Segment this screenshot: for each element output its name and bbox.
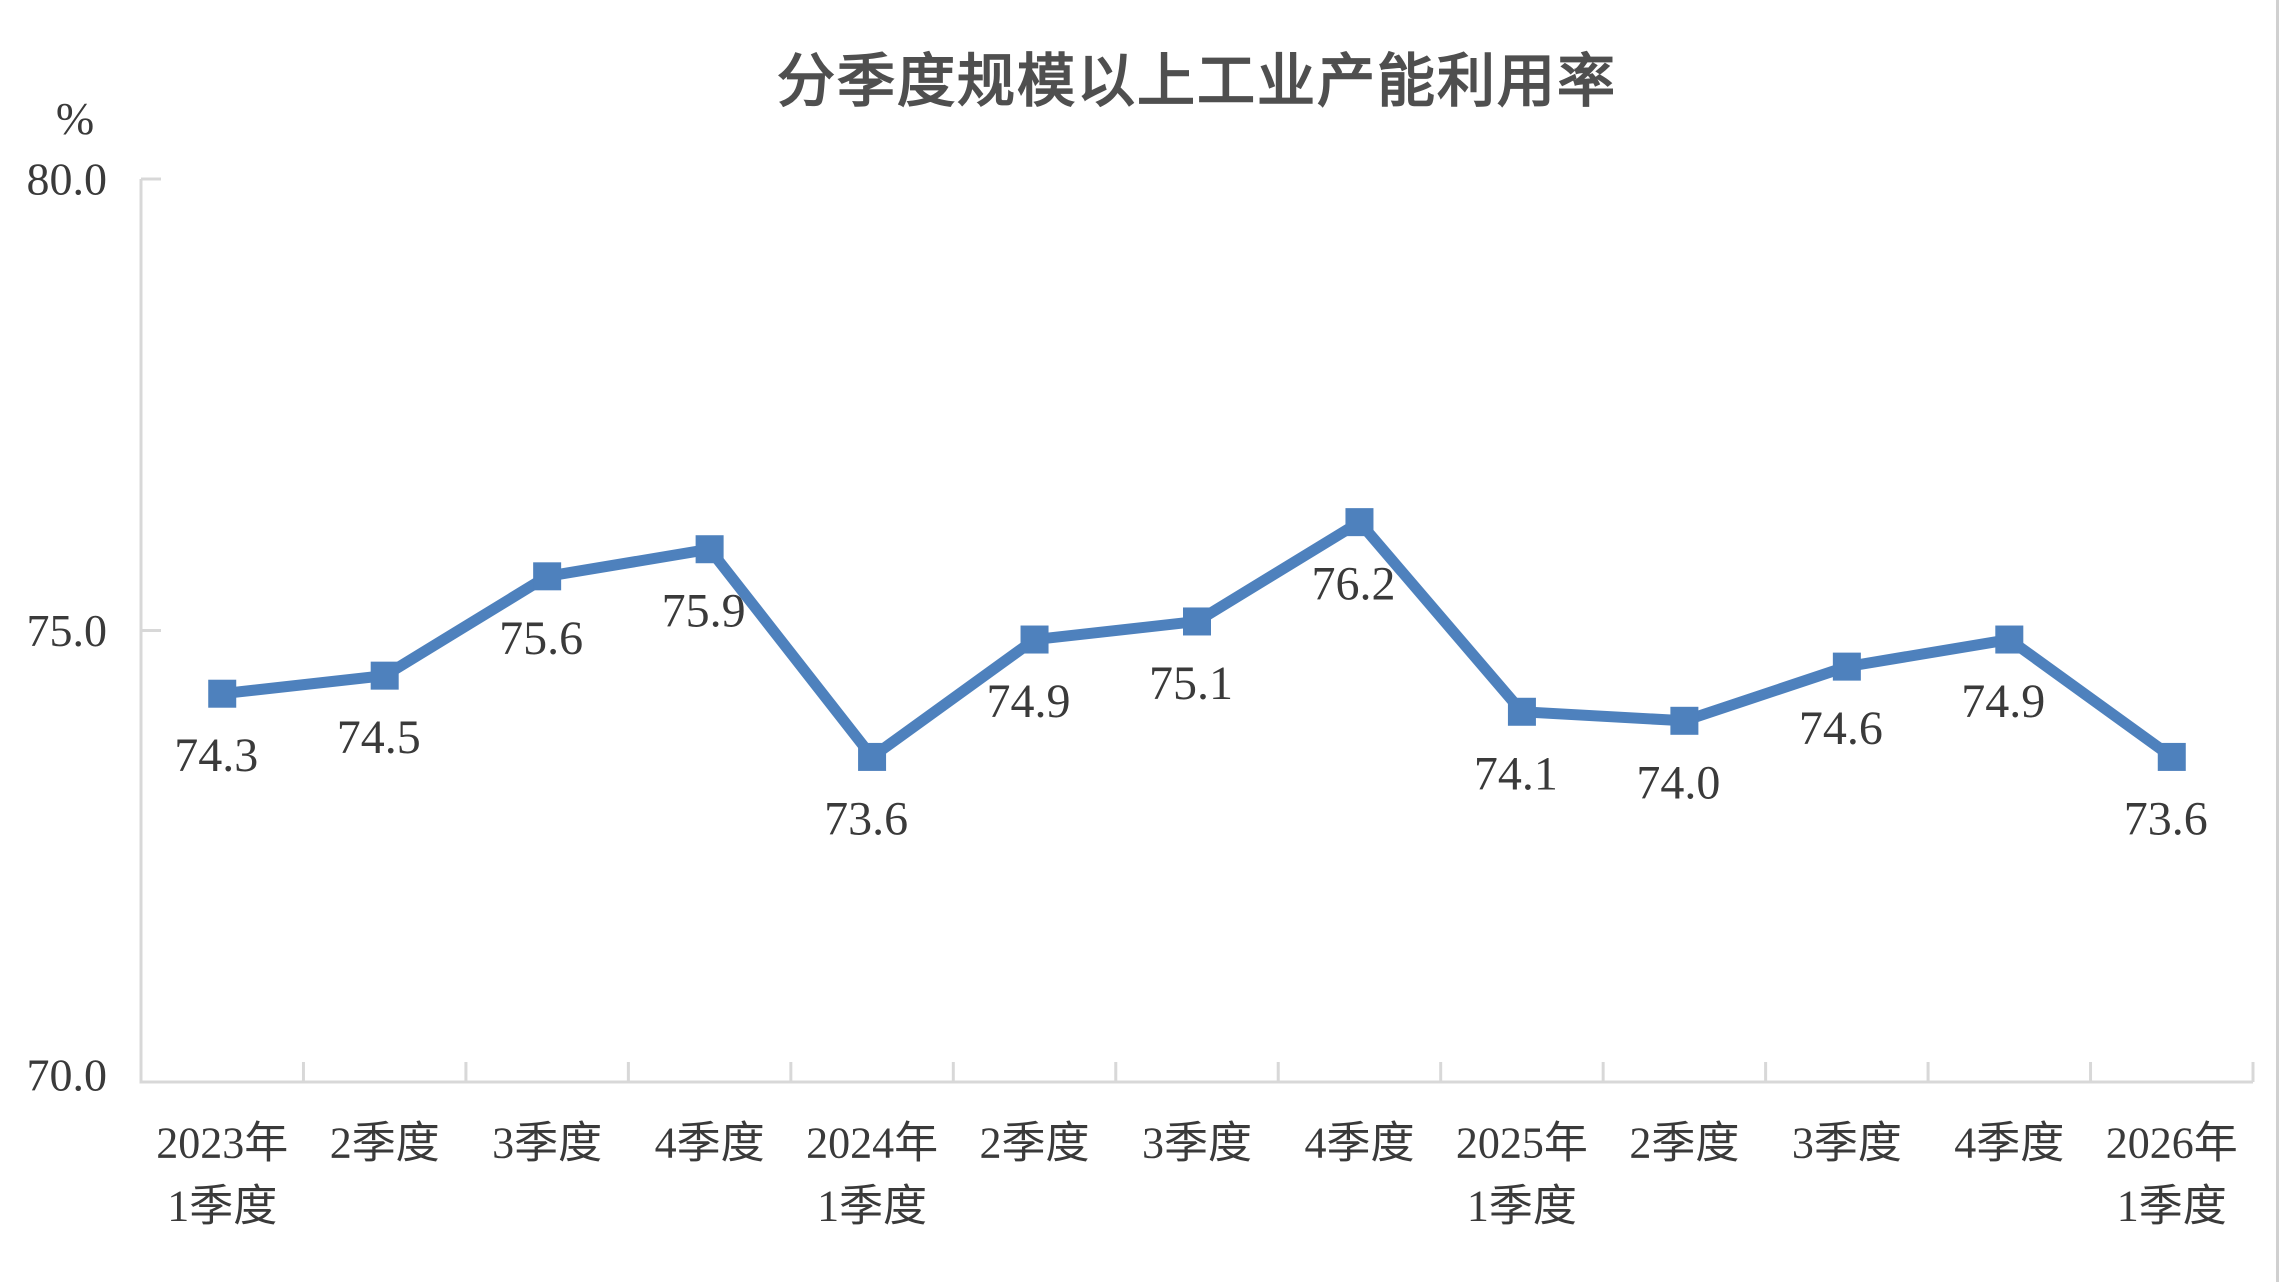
x-axis-tick-label: 3季度 xyxy=(492,1119,602,1168)
data-point-label: 74.9 xyxy=(1961,675,2045,728)
y-axis-unit-label: % xyxy=(55,93,95,144)
data-point-label: 74.9 xyxy=(987,675,1071,728)
x-axis-tick-label: 4季度 xyxy=(1954,1119,2064,1168)
x-axis-tick-label: 2025年 xyxy=(1456,1119,1588,1168)
data-point-label: 74.6 xyxy=(1799,702,1883,755)
x-axis-tick-label: 2024年 xyxy=(806,1119,938,1168)
x-axis-tick-label: 1季度 xyxy=(2117,1182,2227,1231)
data-point-label: 74.0 xyxy=(1636,756,1720,809)
data-point-marker xyxy=(1183,607,1211,636)
x-axis-tick-label: 2季度 xyxy=(1629,1119,1739,1168)
data-point-label: 74.3 xyxy=(174,729,258,782)
data-point-marker xyxy=(208,679,237,708)
data-point-label: 76.2 xyxy=(1311,558,1395,611)
data-point-marker xyxy=(370,661,399,690)
x-axis-tick-label: 2季度 xyxy=(980,1119,1090,1168)
x-axis-tick-label: 1季度 xyxy=(1467,1182,1577,1231)
y-axis-tick-label: 80.0 xyxy=(27,154,108,205)
data-point-marker xyxy=(1995,625,2024,654)
x-axis-tick-label: 1季度 xyxy=(167,1182,277,1231)
data-point-marker xyxy=(2157,742,2186,771)
data-point-marker xyxy=(1020,625,1049,654)
data-point-label: 75.6 xyxy=(499,612,583,665)
data-point-label: 75.9 xyxy=(662,585,746,638)
chart-title: 分季度规模以上工业产能利用率 xyxy=(776,49,1617,114)
data-point-label: 73.6 xyxy=(824,792,908,845)
x-axis-tick-label: 3季度 xyxy=(1142,1119,1252,1168)
data-point-label: 73.6 xyxy=(2124,792,2208,845)
data-point-marker xyxy=(1832,652,1861,681)
data-point-label: 74.5 xyxy=(337,711,421,764)
data-point-marker xyxy=(1507,697,1536,726)
x-axis-tick-label: 4季度 xyxy=(1304,1119,1414,1168)
x-axis-tick-label: 3季度 xyxy=(1792,1119,1902,1168)
x-axis-tick-label: 2023年 xyxy=(156,1119,288,1168)
y-axis-tick-label: 70.0 xyxy=(27,1050,108,1101)
x-axis-tick-label: 2季度 xyxy=(330,1119,440,1168)
data-point-label: 74.1 xyxy=(1474,747,1558,800)
x-axis-tick-label: 1季度 xyxy=(817,1182,927,1231)
data-point-marker xyxy=(533,562,562,591)
x-axis-tick-label: 2026年 xyxy=(2106,1119,2238,1168)
x-axis-tick-label: 4季度 xyxy=(655,1119,765,1168)
data-point-marker xyxy=(695,535,724,564)
data-point-marker xyxy=(1670,706,1699,735)
data-point-marker xyxy=(858,742,887,771)
data-point-marker xyxy=(1345,508,1374,537)
data-point-label: 75.1 xyxy=(1149,657,1233,710)
y-axis-tick-label: 75.0 xyxy=(27,605,108,656)
